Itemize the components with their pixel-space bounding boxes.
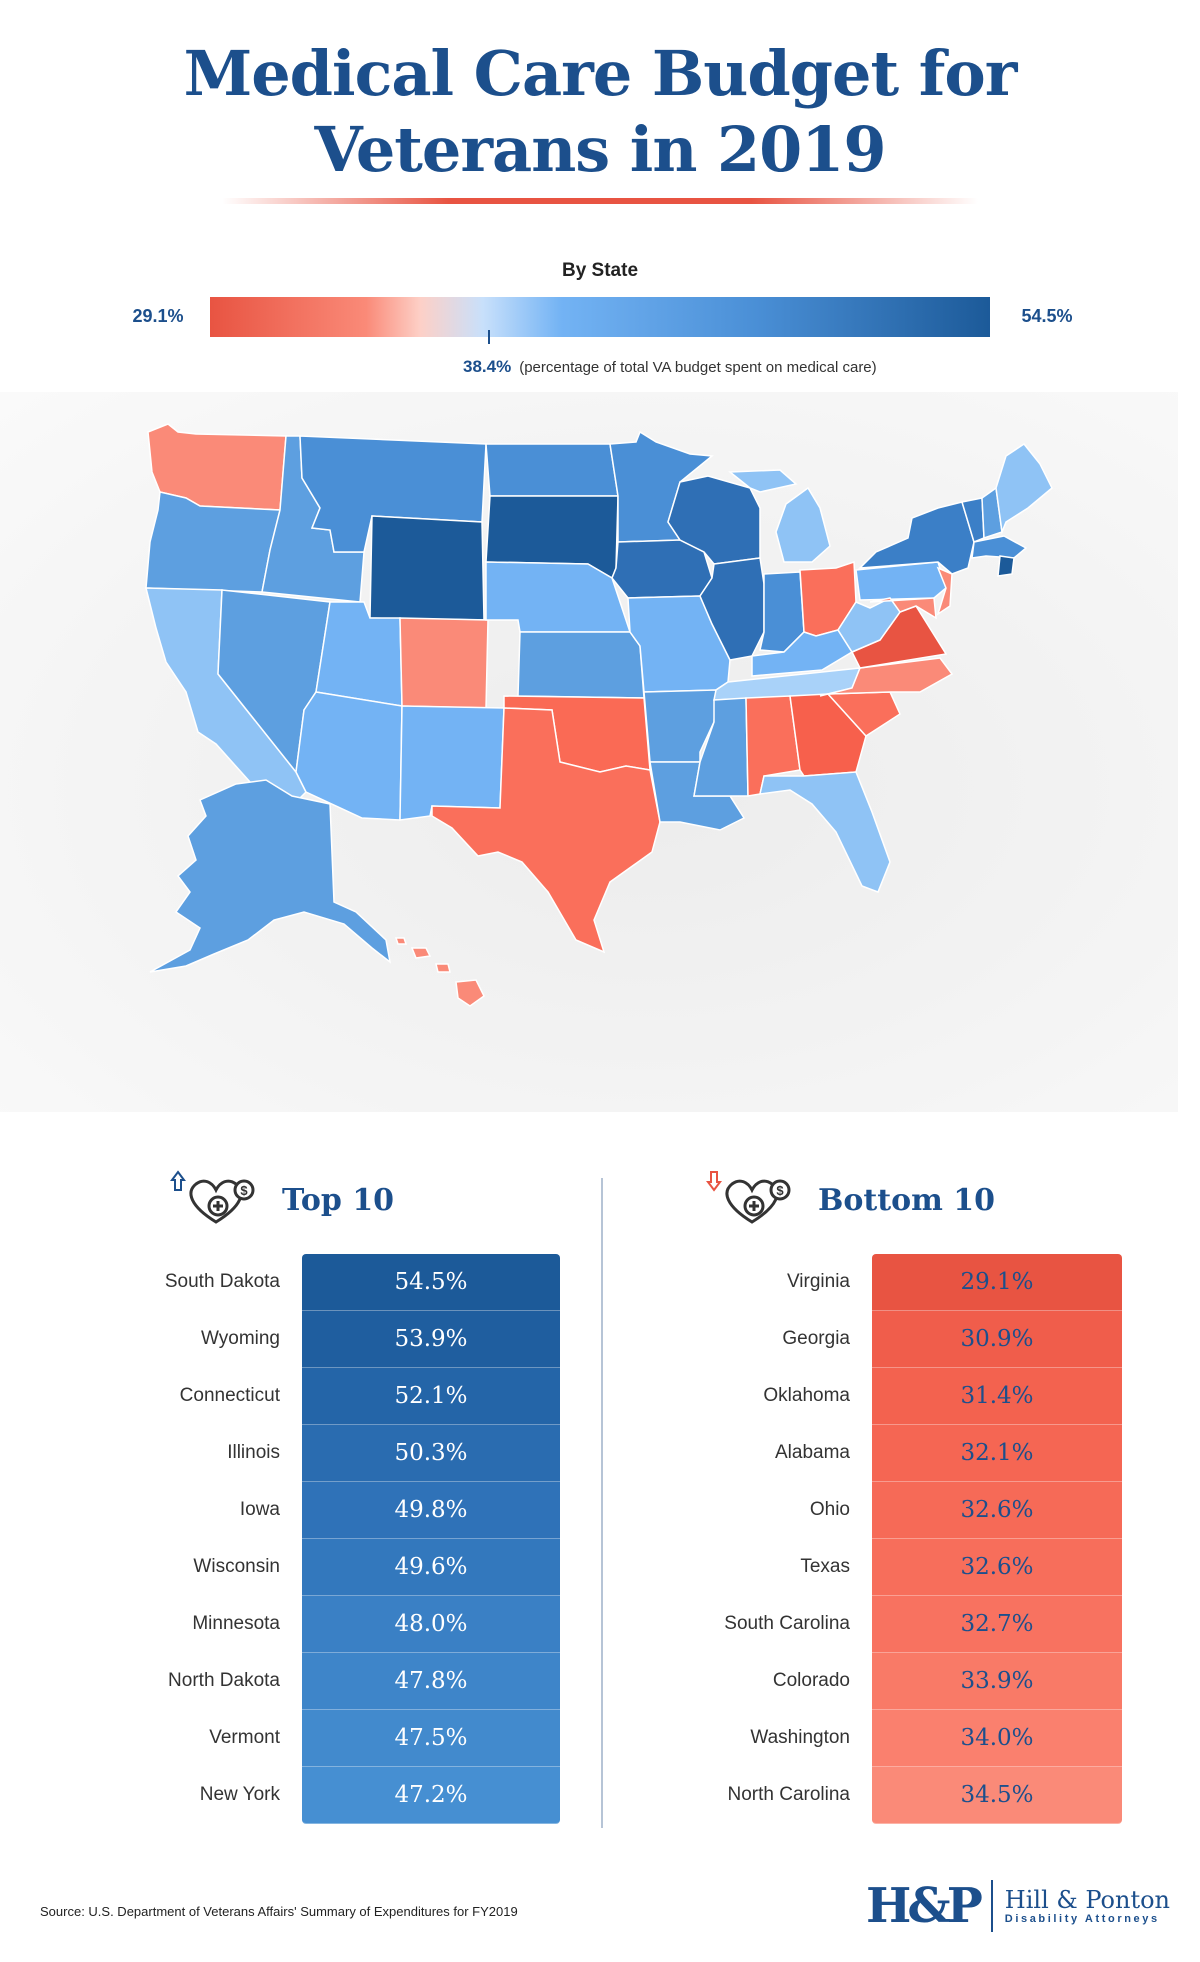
state-me[interactable]	[995, 442, 1053, 535]
state-name: Iowa	[239, 1499, 280, 1520]
legend-mid-tick	[488, 330, 490, 344]
logo-mark: H&P	[866, 1878, 983, 1934]
title-line-2: Veterans in 2019	[314, 113, 886, 186]
state-nm[interactable]	[399, 705, 505, 821]
state-name: Connecticut	[179, 1385, 280, 1406]
percentage-value: 48.0%	[302, 1596, 560, 1653]
percentage-value: 32.6%	[872, 1539, 1122, 1596]
percentage-value: 47.2%	[302, 1767, 560, 1824]
bottom10-heading: $ Bottom 10	[706, 1168, 995, 1232]
percentage-value: 29.1%	[872, 1254, 1122, 1311]
state-ut[interactable]	[315, 601, 403, 707]
page-title: Medical Care Budget for Veterans in 2019	[0, 36, 1200, 188]
legend-min-label: 29.1%	[132, 306, 184, 326]
state-ak[interactable]	[149, 779, 392, 973]
us-choropleth-map	[145, 423, 1053, 1007]
state-name: South Carolina	[724, 1613, 850, 1634]
state-name: Minnesota	[192, 1613, 280, 1634]
state-name: Ohio	[809, 1499, 850, 1520]
state-name: Wyoming	[200, 1328, 280, 1349]
source-note: Source: U.S. Department of Veterans Affa…	[40, 1904, 518, 1919]
state-name: Colorado	[772, 1670, 850, 1691]
title-underline	[222, 198, 978, 204]
state-ny[interactable]	[858, 501, 975, 575]
percentage-value: 47.8%	[302, 1653, 560, 1710]
percentage-value: 47.5%	[302, 1710, 560, 1767]
svg-text:$: $	[240, 1183, 248, 1198]
top10-title: Top 10	[282, 1182, 395, 1218]
state-tx[interactable]	[431, 707, 661, 954]
state-name: Georgia	[782, 1328, 850, 1349]
legend-max-label: 54.5%	[1021, 306, 1073, 326]
section-divider	[601, 1178, 603, 1828]
state-ct[interactable]	[997, 555, 1015, 577]
state-name: New York	[199, 1784, 280, 1805]
state-ks[interactable]	[517, 631, 645, 699]
legend-title: By State	[561, 260, 639, 281]
percentage-value: 50.3%	[302, 1425, 560, 1482]
legend-color-scale	[210, 297, 990, 337]
state-md[interactable]	[869, 597, 937, 620]
state-name: Illinois	[227, 1442, 280, 1463]
state-name: South Dakota	[164, 1271, 280, 1292]
state-wy[interactable]	[369, 515, 485, 621]
percentage-value: 32.6%	[872, 1482, 1122, 1539]
percentage-value: 33.9%	[872, 1653, 1122, 1710]
legend-mid-note: (percentage of total VA budget spent on …	[519, 359, 877, 376]
state-nc[interactable]	[819, 657, 954, 697]
state-name: North Carolina	[727, 1784, 851, 1805]
percentage-value: 53.9%	[302, 1311, 560, 1368]
percentage-value: 32.7%	[872, 1596, 1122, 1653]
heart-medical-dollar-down-icon: $	[706, 1171, 791, 1224]
state-mi[interactable]	[727, 469, 831, 563]
us-map-panel	[0, 392, 1178, 1112]
logo-tagline: Disability Attorneys	[1004, 1913, 1160, 1925]
state-il[interactable]	[699, 557, 765, 661]
percentage-value: 31.4%	[872, 1368, 1122, 1425]
state-nj[interactable]	[936, 566, 953, 616]
state-mt[interactable]	[299, 435, 487, 553]
bottom10-title: Bottom 10	[818, 1182, 996, 1218]
hill-ponton-logo: H&P Hill & Ponton Disability Attorneys	[866, 1878, 1170, 1934]
svg-text:$: $	[776, 1183, 784, 1198]
state-fl[interactable]	[759, 771, 891, 893]
state-nd[interactable]	[485, 443, 619, 497]
logo-separator	[990, 1880, 993, 1932]
state-name: Texas	[800, 1556, 850, 1577]
state-name: Oklahoma	[763, 1385, 850, 1406]
state-co[interactable]	[399, 617, 489, 709]
legend-mid-label: 38.4% (percentage of total VA budget spen…	[463, 357, 877, 377]
state-name: North Dakota	[168, 1670, 280, 1691]
state-name: Wisconsin	[193, 1556, 280, 1577]
state-name: Vermont	[209, 1727, 280, 1748]
state-name: Washington	[750, 1727, 850, 1748]
top10-heading: $ Top 10	[170, 1168, 394, 1232]
heart-medical-dollar-up-icon: $	[170, 1170, 255, 1224]
state-name: Virginia	[786, 1271, 850, 1292]
percentage-value: 49.8%	[302, 1482, 560, 1539]
title-line-1: Medical Care Budget for	[183, 37, 1018, 110]
percentage-value: 49.6%	[302, 1539, 560, 1596]
percentage-value: 32.1%	[872, 1425, 1122, 1482]
legend-mid-value: 38.4%	[463, 357, 512, 376]
percentage-value: 54.5%	[302, 1254, 560, 1311]
percentage-value: 34.0%	[872, 1710, 1122, 1767]
state-hi[interactable]	[394, 937, 485, 1007]
percentage-value: 30.9%	[872, 1311, 1122, 1368]
state-name: Alabama	[775, 1442, 850, 1463]
state-mn[interactable]	[609, 430, 714, 543]
logo-name: Hill & Ponton	[1004, 1886, 1170, 1914]
percentage-value: 52.1%	[302, 1368, 560, 1425]
percentage-value: 34.5%	[872, 1767, 1122, 1824]
